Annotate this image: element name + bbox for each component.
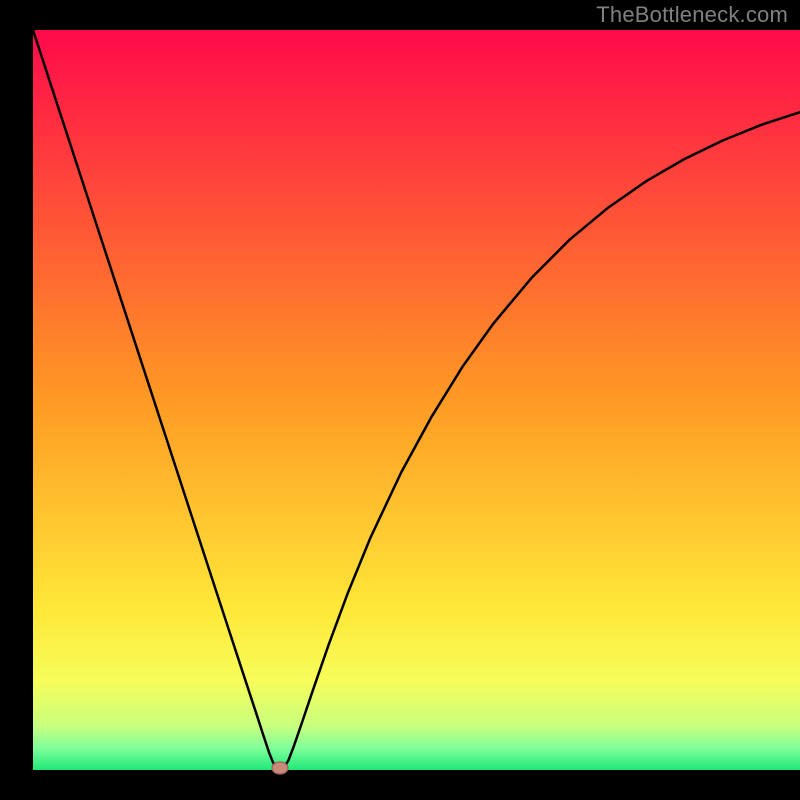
chart-gradient-area [33, 30, 800, 770]
watermark-text: TheBottleneck.com [596, 2, 788, 28]
